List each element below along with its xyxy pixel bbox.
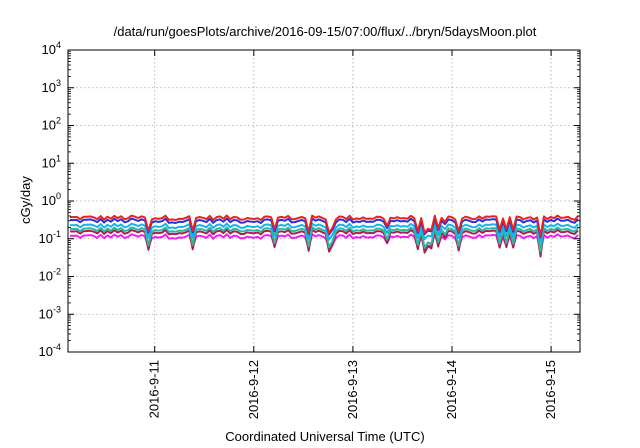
x-tick-label: 2016-9-13 — [345, 360, 360, 419]
series-layer — [69, 214, 579, 258]
y-tick-label: 103 — [42, 78, 61, 95]
x-tick-label: 2016-9-14 — [444, 360, 459, 419]
x-tick-label: 2016-9-15 — [543, 360, 558, 419]
series-line-4 — [69, 226, 579, 253]
x-tick-label: 2016-9-11 — [147, 360, 162, 418]
series-line-1 — [69, 214, 579, 238]
y-tick-label: 100 — [42, 191, 61, 208]
y-tick-label: 10-2 — [39, 267, 61, 284]
series-line-3 — [69, 222, 579, 244]
series-line-5 — [69, 228, 579, 258]
y-tick-label: 10-4 — [39, 342, 61, 359]
y-tick-label: 104 — [42, 40, 61, 57]
series-line-2 — [69, 217, 579, 239]
grid — [68, 50, 580, 352]
y-tick-label: 102 — [42, 116, 61, 133]
chart-title: /data/run/goesPlots/archive/2016-09-15/0… — [114, 24, 537, 39]
x-tick-label: 2016-9-12 — [246, 360, 261, 419]
ticks: 10-4 10-3 10-2 10-1 100 101 102 103 104 2016-9-11… — [39, 40, 580, 419]
y-tick-label: 101 — [42, 153, 61, 170]
x-axis-label: Coordinated Universal Time (UTC) — [225, 429, 424, 444]
series-line-6 — [69, 233, 579, 253]
y-tick-label: 10-3 — [39, 304, 61, 321]
y-tick-label: 10-1 — [39, 229, 61, 246]
y-axis-label: cGy/day — [18, 176, 33, 224]
